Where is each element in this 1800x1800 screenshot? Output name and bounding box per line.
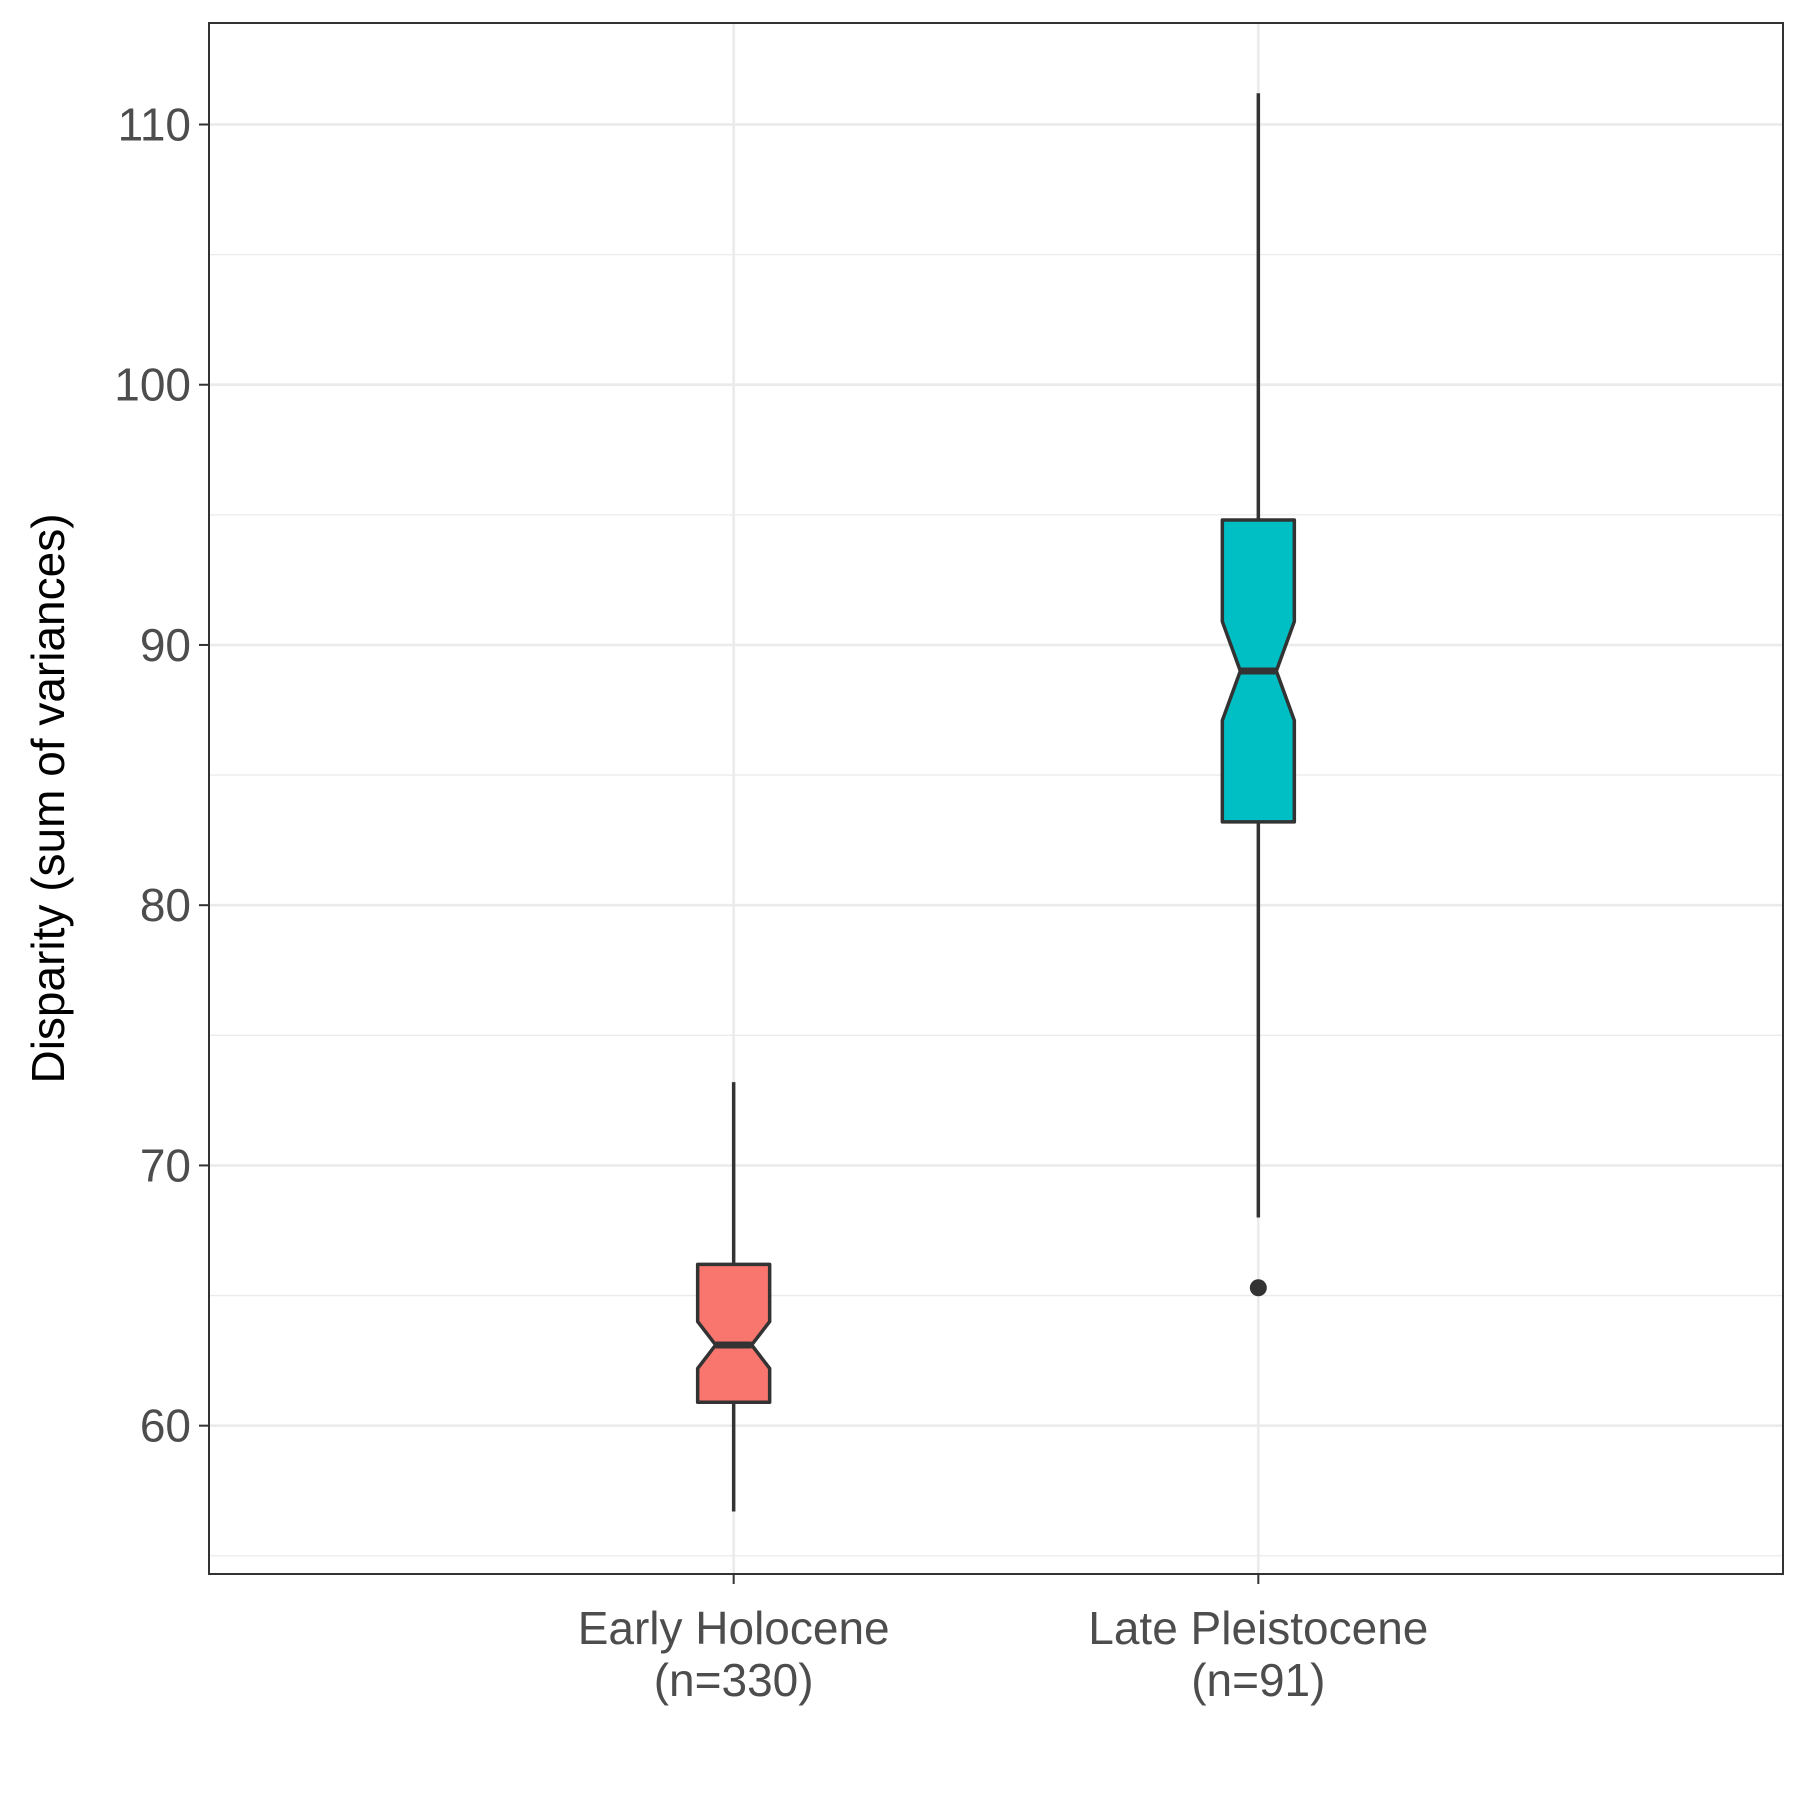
y-tick-label: 100 — [114, 359, 191, 411]
panel-border — [208, 22, 1784, 1575]
x-tick-label: Late Pleistocene (n=91) — [1088, 1602, 1428, 1706]
outlier-point — [1249, 1279, 1267, 1297]
major-gridlines — [209, 23, 1783, 1574]
minor-gridlines — [209, 253, 1783, 1557]
x-tick-label-line1: Late Pleistocene — [1088, 1602, 1428, 1654]
y-tick-label: 70 — [140, 1139, 191, 1191]
x-tick-label-line2: (n=91) — [1191, 1654, 1325, 1706]
box-group — [1220, 93, 1297, 1297]
x-tick-label-line1: Early Holocene — [578, 1602, 890, 1654]
box-series — [695, 93, 1297, 1512]
box-body — [695, 1262, 772, 1404]
y-tick-label: 90 — [140, 619, 191, 671]
y-tick-label: 110 — [118, 98, 191, 150]
y-axis-title: Disparity (sum of variances) — [22, 513, 74, 1083]
x-tick-label-line2: (n=330) — [654, 1654, 814, 1706]
x-tick-label: Early Holocene (n=330) — [578, 1602, 890, 1706]
x-axis: Early Holocene (n=330)Late Pleistocene (n=… — [578, 1574, 1428, 1706]
y-axis: 60 70 80 90 100 110 — [114, 98, 209, 1452]
box-group — [695, 1082, 772, 1512]
y-tick-label: 80 — [140, 879, 191, 931]
y-tick-label: 60 — [140, 1400, 191, 1452]
